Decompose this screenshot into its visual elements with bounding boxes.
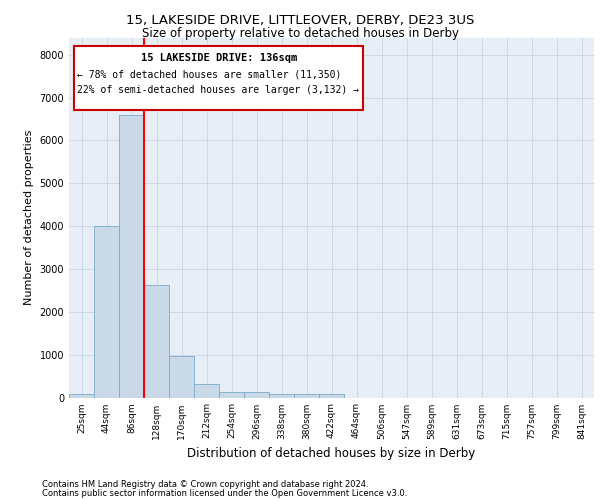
Bar (69, 394, 94, 398)
Bar (119, 114, 144, 398)
Bar (244, 392, 269, 398)
Text: 22% of semi-detached houses are larger (3,132) →: 22% of semi-detached houses are larger (… (77, 84, 359, 94)
Bar (194, 384, 219, 398)
Text: Contains HM Land Registry data © Crown copyright and database right 2024.: Contains HM Land Registry data © Crown c… (42, 480, 368, 489)
Text: Contains public sector information licensed under the Open Government Licence v3: Contains public sector information licen… (42, 489, 407, 498)
Text: 15 LAKESIDE DRIVE: 136sqm: 15 LAKESIDE DRIVE: 136sqm (140, 52, 297, 62)
Bar (319, 394, 344, 398)
Text: 15, LAKESIDE DRIVE, LITTLEOVER, DERBY, DE23 3US: 15, LAKESIDE DRIVE, LITTLEOVER, DERBY, D… (126, 14, 474, 27)
Bar (269, 394, 294, 398)
Bar (94, 226, 119, 398)
Bar (169, 356, 194, 398)
Text: ← 78% of detached houses are smaller (11,350): ← 78% of detached houses are smaller (11… (77, 70, 341, 80)
X-axis label: Distribution of detached houses by size in Derby: Distribution of detached houses by size … (187, 447, 476, 460)
Text: Size of property relative to detached houses in Derby: Size of property relative to detached ho… (142, 28, 458, 40)
Bar (144, 285, 169, 398)
FancyBboxPatch shape (74, 46, 363, 110)
Y-axis label: Number of detached properties: Number of detached properties (24, 130, 34, 305)
Bar (294, 394, 319, 398)
Bar (219, 392, 244, 398)
